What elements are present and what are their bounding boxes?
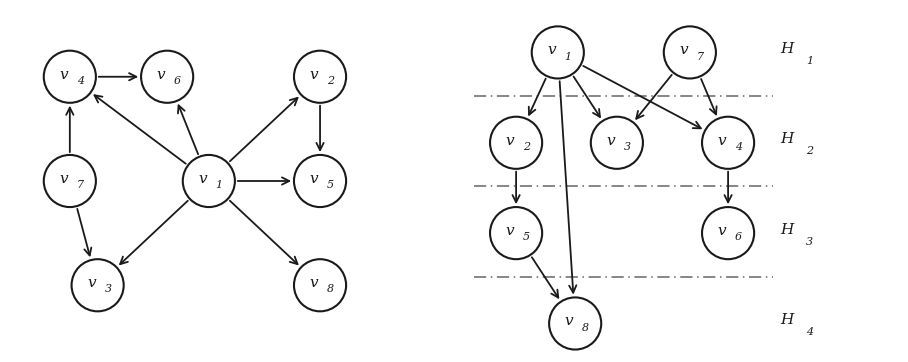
Text: v: v (198, 172, 207, 186)
Text: 6: 6 (735, 232, 742, 242)
Text: v: v (548, 43, 556, 57)
Text: H: H (780, 313, 794, 327)
Text: v: v (310, 276, 318, 290)
Ellipse shape (664, 26, 716, 79)
Text: 6: 6 (174, 76, 181, 86)
Text: 5: 5 (523, 232, 530, 242)
Ellipse shape (532, 26, 584, 79)
Text: v: v (607, 134, 615, 148)
Ellipse shape (702, 207, 755, 259)
Text: v: v (506, 224, 514, 238)
Text: v: v (156, 68, 165, 82)
Ellipse shape (702, 117, 755, 169)
Text: 2: 2 (806, 147, 814, 156)
Text: v: v (717, 224, 726, 238)
Ellipse shape (72, 259, 123, 311)
Text: 1: 1 (806, 56, 814, 66)
Text: 2: 2 (327, 76, 334, 86)
Text: 1: 1 (565, 52, 572, 62)
Text: v: v (717, 134, 726, 148)
Ellipse shape (591, 117, 643, 169)
Text: 2: 2 (523, 142, 530, 152)
Text: v: v (87, 276, 95, 290)
Text: 3: 3 (104, 285, 112, 294)
Text: 1: 1 (216, 180, 222, 190)
Text: v: v (59, 68, 68, 82)
Text: 4: 4 (806, 327, 814, 337)
Ellipse shape (490, 117, 542, 169)
Text: 7: 7 (76, 180, 84, 190)
Text: 8: 8 (327, 285, 334, 294)
Text: H: H (780, 42, 794, 56)
Ellipse shape (141, 51, 193, 103)
Text: v: v (565, 315, 573, 328)
Text: 8: 8 (582, 323, 589, 333)
Ellipse shape (44, 155, 96, 207)
Ellipse shape (44, 51, 96, 103)
Ellipse shape (294, 259, 346, 311)
Text: v: v (506, 134, 514, 148)
Text: v: v (310, 68, 318, 82)
Text: H: H (780, 132, 794, 146)
Text: 3: 3 (806, 237, 814, 247)
Text: H: H (780, 223, 794, 237)
Text: 4: 4 (76, 76, 84, 86)
Ellipse shape (294, 51, 346, 103)
Ellipse shape (549, 298, 601, 350)
Text: v: v (310, 172, 318, 186)
Text: 3: 3 (624, 142, 631, 152)
Text: v: v (679, 43, 688, 57)
Ellipse shape (490, 207, 542, 259)
Text: v: v (59, 172, 68, 186)
Text: 4: 4 (735, 142, 742, 152)
Text: 7: 7 (696, 52, 704, 62)
Text: 5: 5 (327, 180, 334, 190)
Ellipse shape (294, 155, 346, 207)
Ellipse shape (183, 155, 235, 207)
